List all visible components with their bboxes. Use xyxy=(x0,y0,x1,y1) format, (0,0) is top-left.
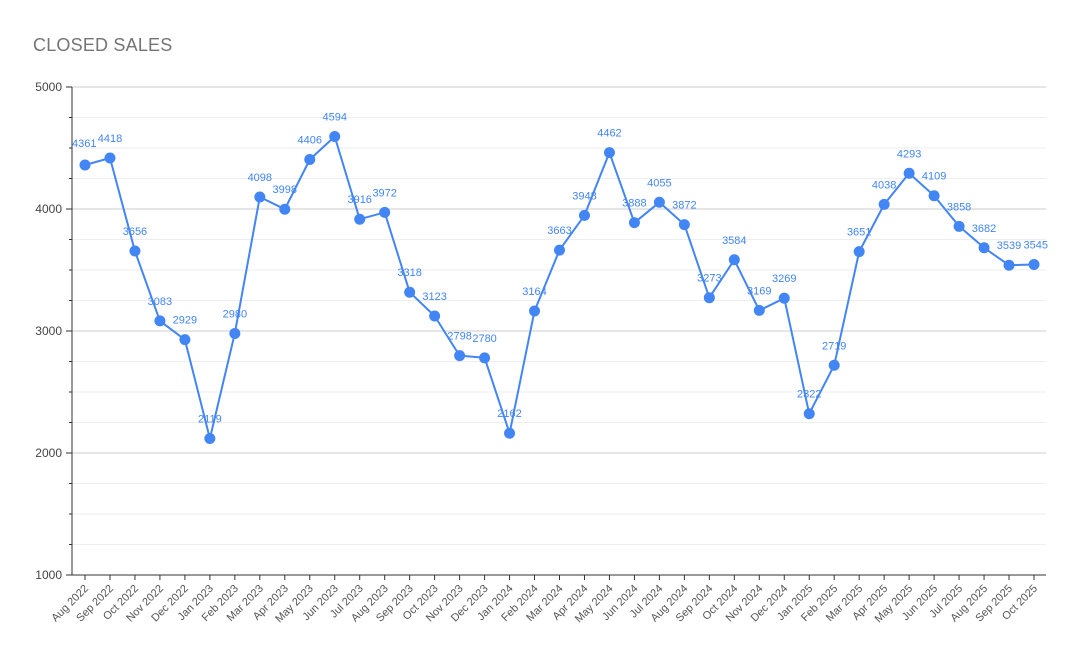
data-label: 3584 xyxy=(722,235,746,247)
data-label: 3663 xyxy=(547,225,571,237)
data-point[interactable] xyxy=(204,432,216,444)
data-point[interactable] xyxy=(628,217,640,229)
data-label: 3948 xyxy=(572,190,596,202)
data-point[interactable] xyxy=(229,327,241,339)
data-label: 3545 xyxy=(1024,240,1048,252)
data-point[interactable] xyxy=(79,159,91,171)
data-label: 3872 xyxy=(672,200,696,212)
data-label: 2798 xyxy=(447,331,471,343)
data-point[interactable] xyxy=(678,219,690,231)
data-label: 3998 xyxy=(273,184,297,196)
data-point[interactable] xyxy=(354,213,366,225)
data-point[interactable] xyxy=(953,220,965,232)
data-label: 2162 xyxy=(497,408,521,420)
data-label: 4038 xyxy=(872,179,896,191)
data-point[interactable] xyxy=(454,350,466,362)
data-point[interactable] xyxy=(404,286,416,298)
data-point[interactable] xyxy=(429,310,441,322)
data-point[interactable] xyxy=(529,305,541,317)
data-label: 3269 xyxy=(772,273,796,285)
data-point[interactable] xyxy=(753,304,765,316)
y-tick-label: 4000 xyxy=(35,202,62,216)
data-point[interactable] xyxy=(304,153,316,165)
data-label: 3972 xyxy=(372,187,396,199)
data-point[interactable] xyxy=(129,245,141,257)
data-point[interactable] xyxy=(578,209,590,221)
data-label: 3164 xyxy=(522,286,546,298)
y-tick-label: 1000 xyxy=(35,568,62,582)
data-label: 3083 xyxy=(148,296,172,308)
y-tick-label: 2000 xyxy=(35,446,62,460)
data-label: 2322 xyxy=(797,389,821,401)
data-point[interactable] xyxy=(903,167,915,179)
data-label: 4418 xyxy=(98,133,122,145)
data-points xyxy=(79,131,1040,444)
data-point[interactable] xyxy=(603,147,615,159)
data-point[interactable] xyxy=(154,315,166,327)
data-point[interactable] xyxy=(179,334,191,346)
data-label: 2719 xyxy=(822,340,846,352)
data-label: 3888 xyxy=(622,198,646,210)
data-label: 4361 xyxy=(72,138,96,150)
data-label: 4293 xyxy=(897,148,921,160)
data-label: 2980 xyxy=(223,308,247,320)
data-point[interactable] xyxy=(1003,259,1015,271)
data-label: 3682 xyxy=(972,223,996,235)
data-point[interactable] xyxy=(703,292,715,304)
data-label: 4462 xyxy=(597,128,621,140)
data-point[interactable] xyxy=(978,242,990,254)
data-point[interactable] xyxy=(828,359,840,371)
data-label: 4594 xyxy=(322,112,346,124)
data-label: 3916 xyxy=(347,194,371,206)
data-label: 4109 xyxy=(922,171,946,183)
data-point[interactable] xyxy=(379,206,391,218)
data-point[interactable] xyxy=(853,246,865,258)
data-point[interactable] xyxy=(104,152,116,164)
data-point[interactable] xyxy=(1028,259,1040,271)
y-tick-label: 3000 xyxy=(35,324,62,338)
data-label: 2780 xyxy=(472,333,496,345)
data-label: 3123 xyxy=(422,291,446,303)
data-label: 4055 xyxy=(647,177,671,189)
y-tick-label: 5000 xyxy=(35,80,62,94)
data-point[interactable] xyxy=(928,190,940,202)
data-label: 2119 xyxy=(198,413,222,425)
y-axis-ticks: 1000 2000 3000 4000 5000 xyxy=(35,80,62,582)
data-point[interactable] xyxy=(728,254,740,266)
data-label: 4406 xyxy=(298,134,322,146)
data-label: 3651 xyxy=(847,227,871,239)
data-label: 2929 xyxy=(173,315,197,327)
data-point[interactable] xyxy=(778,292,790,304)
data-point[interactable] xyxy=(803,408,815,420)
data-label: 3273 xyxy=(697,273,721,285)
data-label: 3539 xyxy=(997,240,1021,252)
data-point[interactable] xyxy=(504,427,516,439)
data-point[interactable] xyxy=(878,198,890,210)
data-label: 3318 xyxy=(397,267,421,279)
data-label: 3858 xyxy=(947,201,971,213)
data-point[interactable] xyxy=(254,191,266,203)
data-label: 3169 xyxy=(747,285,771,297)
data-point[interactable] xyxy=(554,244,565,256)
data-point[interactable] xyxy=(329,131,341,143)
chart-title: CLOSED SALES xyxy=(33,35,173,55)
data-point[interactable] xyxy=(279,203,291,215)
data-point[interactable] xyxy=(653,196,665,208)
data-label: 4098 xyxy=(248,172,272,184)
data-label: 3656 xyxy=(123,226,147,238)
data-point[interactable] xyxy=(479,352,491,364)
